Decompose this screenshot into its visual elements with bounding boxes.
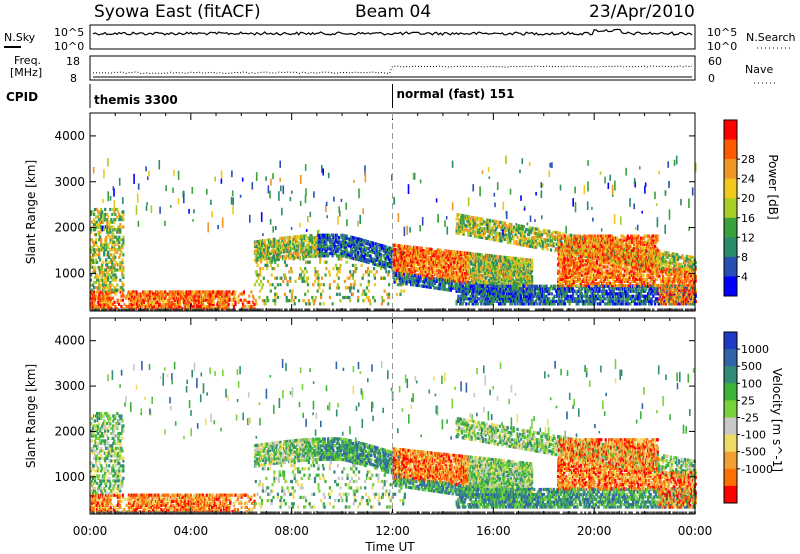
colorbar-swatch-2 [724,159,737,180]
power-ylabel: Slant Range [km] [24,160,38,264]
colorbar-swatch-9 [724,485,737,504]
noise-left-label: N.Sky [4,31,36,44]
colorbar-swatch-6 [724,434,737,453]
velocity-colorbar-label: Velocity [m s^-1] [770,368,784,472]
colorbar-swatch-2 [724,366,737,384]
cpid-segment-themis: themis 3300 [94,93,178,107]
y-tick-label-4000: 4000 [54,334,85,348]
colorbar-tick-label-6: -500 [741,446,766,459]
velocity-y-axis: 1000 2000 3000 4000 [54,318,696,514]
noise-right-tick-top: 10^5 [707,26,737,39]
power-colorbar: 4 8 12 16 20 24 28 [723,119,755,297]
freq-tick-top: 18 [66,55,80,68]
x-tick-label-1: 04:00 [174,524,209,538]
colorbar-tick-label-1: 8 [741,251,748,264]
station-title: Syowa East (fitACF) [94,2,261,22]
x-tick-label-0: 00:00 [73,524,108,538]
freq-tick-bottom: 8 [70,72,77,85]
colorbar-swatch-6 [724,237,737,258]
freq-label-2: [MHz] [10,66,42,79]
colorbar-swatch-8 [724,276,737,297]
freq-label-1: Freq. [14,54,41,67]
colorbar-swatch-8 [724,468,737,487]
power-y-axis: 1000 2000 3000 4000 [54,113,696,311]
colorbar-swatch-0 [724,120,737,141]
colorbar-swatch-3 [724,383,737,401]
x-tick-label-6: 00:00 [678,524,713,538]
colorbar-tick-label-0: 1000 [741,343,769,356]
y-tick-label-3000: 3000 [54,175,85,189]
colorbar-swatch-1 [724,139,737,160]
cpid-strip: CPID themis 3300 normal (fast) 151 [6,84,515,108]
colorbar-swatch-4 [724,400,737,418]
colorbar-tick-label-7: -1000 [741,463,773,476]
power-colorbar-label: Power [dB] [766,154,780,219]
x-tick-label-2: 08:00 [274,524,309,538]
colorbar-tick-label-2: 12 [741,231,755,244]
power-heatmap [90,155,697,311]
colorbar-swatch-1 [724,349,737,367]
noise-sky-trace [92,28,693,36]
cpid-label: CPID [6,90,38,104]
colorbar-swatch-5 [724,217,737,238]
colorbar-frame [723,119,738,297]
colorbar-tick-label-0: 4 [741,270,748,283]
y-tick-label-2000: 2000 [54,221,85,235]
cpid-segment-normal: normal (fast) 151 [397,87,515,101]
colorbar-swatch-5 [724,417,737,436]
x-tick-label-3: 12:00 [375,524,410,538]
colorbar-tick-label-5: -100 [741,429,766,442]
colorbar-swatch-3 [724,178,737,199]
time-x-axis: 00:00 04:00 08:00 12:00 16:00 20:00 00:00 [73,524,713,538]
noise-left-tick-bottom: 10^0 [54,40,84,53]
colorbar-tick-label-2: 100 [741,377,762,390]
beam-title: Beam 04 [355,2,431,22]
velocity-ylabel: Slant Range [km] [24,364,38,468]
colorbar-swatch-4 [724,198,737,219]
x-tick-label-4: 16:00 [476,524,511,538]
colorbar-tick-label-5: 24 [741,173,755,186]
colorbar-tick-label-4: -25 [741,412,759,425]
y-tick-label-1000: 1000 [54,470,85,484]
colorbar-swatch-7 [724,256,737,277]
colorbar-swatch-7 [724,451,737,470]
y-tick-label-2000: 2000 [54,424,85,438]
colorbar-tick-label-3: 25 [741,394,755,407]
nave-tick-bottom: 0 [708,72,715,85]
colorbar-tick-label-6: 28 [741,153,755,166]
velocity-heatmap [90,358,697,514]
velocity-colorbar: 1000 500 100 25 -25 -100 -500 -1000 [723,331,773,504]
nave-tick-top: 60 [708,55,722,68]
noise-strip: N.Sky 10^5 10^0 10^5 10^0 N.Search [4,24,796,53]
noise-right-tick-bottom: 10^0 [707,40,737,53]
y-tick-label-4000: 4000 [54,129,85,143]
frequency-strip: Freq. [MHz] 18 8 60 0 Nave [10,54,776,85]
power-panel: 1000 2000 3000 4000 Slant Range [km] 4 8 12 16… [24,112,780,312]
colorbar-tick-label-3: 16 [741,212,755,225]
noise-left-tick-top: 10^5 [54,26,84,39]
colorbar-swatch-0 [724,332,737,350]
nave-trace [92,65,693,75]
velocity-panel: 1000 2000 3000 4000 Slant Range [km] 1000 50… [24,317,784,515]
colorbar-tick-label-4: 20 [741,192,755,205]
colorbar-tick-label-1: 500 [741,360,762,373]
y-tick-label-3000: 3000 [54,379,85,393]
noise-right-label: N.Search [746,31,796,44]
nave-label: Nave [745,63,773,76]
x-axis-label: Time UT [364,540,415,554]
date-title: 23/Apr/2010 [589,2,695,22]
x-tick-label-5: 20:00 [577,524,612,538]
y-tick-label-1000: 1000 [54,266,85,280]
